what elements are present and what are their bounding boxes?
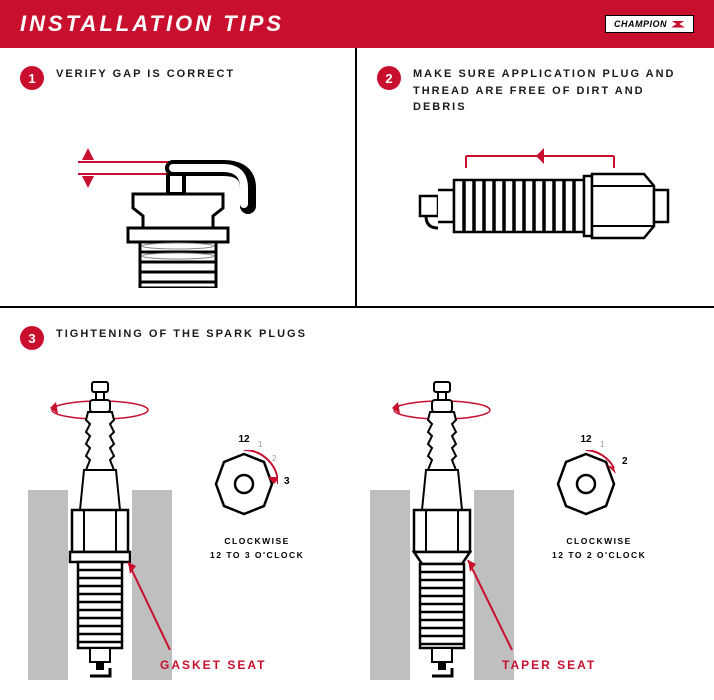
- header-bar: INSTALLATION TIPS CHAMPION: [0, 0, 714, 48]
- brand-badge: CHAMPION: [605, 15, 694, 33]
- gasket-plug-diagram: [20, 380, 180, 680]
- taper-plug-diagram: [362, 380, 522, 680]
- step-2-number: 2: [377, 66, 401, 90]
- gap-diagram: [58, 128, 298, 288]
- dial-tiny-1: 1: [258, 440, 262, 449]
- step-1-text: Verify gap is correct: [56, 66, 235, 83]
- gasket-seat-col: 12 1 2 3 CLOCKWISE 12 TO 3 O'CLOCK GASKE…: [20, 370, 352, 680]
- step-3-text: Tightening of the spark plugs: [56, 326, 307, 343]
- step-1-number: 1: [20, 66, 44, 90]
- dial-12-r: 12: [580, 434, 591, 445]
- dial-tiny-2: 2: [272, 454, 276, 463]
- step-1-head: 1 Verify gap is correct: [20, 66, 335, 90]
- gasket-dial-shape: 12 1 2 3: [210, 450, 278, 518]
- step-3-cell: 3 Tightening of the spark plugs: [0, 308, 714, 698]
- step-3-number: 3: [20, 326, 44, 350]
- top-row: 1 Verify gap is correct: [0, 48, 714, 308]
- taper-seat-col: 12 1 2 CLOCKWISE 12 TO 2 O'CLOCK TAPER S…: [362, 370, 694, 680]
- taper-dial-shape: 12 1 2: [552, 450, 620, 518]
- brand-text: CHAMPION: [614, 19, 667, 29]
- taper-sub2: 12 TO 2 O'CLOCK: [552, 550, 646, 562]
- page-title: INSTALLATION TIPS: [20, 11, 284, 37]
- taper-dial: 12 1 2 CLOCKWISE 12 TO 2 O'CLOCK: [552, 450, 646, 562]
- gasket-sub2: 12 TO 3 O'CLOCK: [210, 550, 304, 562]
- gasket-sub1: CLOCKWISE: [210, 536, 304, 548]
- step-3-head: 3 Tightening of the spark plugs: [20, 326, 694, 350]
- brand-bowtie-icon: [671, 21, 685, 28]
- dial-12: 12: [238, 434, 249, 445]
- dial-tiny-1-r: 1: [600, 440, 604, 449]
- gasket-dial: 12 1 2 3 CLOCKWISE 12 TO 3 O'CLOCK: [210, 450, 304, 562]
- taper-sub1: CLOCKWISE: [552, 536, 646, 548]
- plug-area: 12 1 2 3 CLOCKWISE 12 TO 3 O'CLOCK GASKE…: [20, 370, 694, 680]
- dial-2-r: 2: [622, 456, 628, 467]
- taper-seat-label: TAPER SEAT: [502, 658, 596, 672]
- step-2-text: Make sure application plug and thread ar…: [413, 66, 694, 116]
- step-2-cell: 2 Make sure application plug and thread …: [357, 48, 714, 306]
- dial-3: 3: [284, 476, 290, 487]
- step-2-head: 2 Make sure application plug and thread …: [377, 66, 694, 116]
- content: 1 Verify gap is correct: [0, 48, 714, 700]
- gasket-seat-label: GASKET SEAT: [160, 658, 266, 672]
- thread-diagram: [396, 138, 676, 268]
- step-1-cell: 1 Verify gap is correct: [0, 48, 357, 306]
